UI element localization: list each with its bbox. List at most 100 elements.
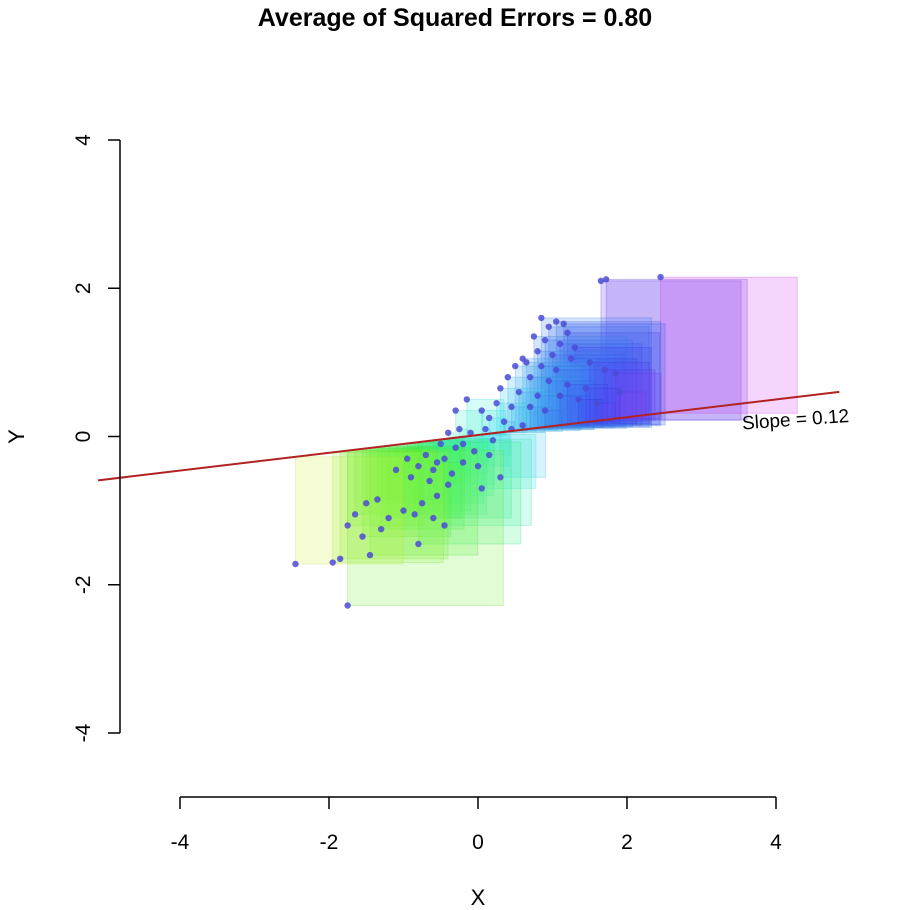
x-tick-label-0: -4 xyxy=(171,831,190,854)
axes: -4 -2 0 2 4 -4 -2 0 2 4 xyxy=(72,134,782,854)
data-point-17 xyxy=(512,362,519,370)
regression-line xyxy=(97,390,840,482)
squared-error-box-24 xyxy=(529,376,583,430)
squared-error-box-18 xyxy=(540,365,604,428)
data-point-59 xyxy=(478,485,485,492)
data-point-27 xyxy=(582,385,590,392)
squared-error-box-21 xyxy=(604,369,656,421)
data-point-44 xyxy=(519,422,526,429)
data-point-45 xyxy=(456,425,463,433)
x-tick-label-1: -2 xyxy=(320,831,339,854)
data-point-47 xyxy=(467,429,474,436)
data-point-41 xyxy=(478,407,485,414)
data-point-20 xyxy=(586,359,593,366)
data-point-77 xyxy=(351,511,359,518)
y-tick-label-3: 2 xyxy=(72,282,95,294)
data-point-33 xyxy=(493,399,500,407)
squared-error-box-23 xyxy=(507,376,563,432)
data-point-75 xyxy=(363,500,370,507)
data-point-24 xyxy=(526,374,534,381)
data-point-52 xyxy=(471,448,478,455)
data-point-61 xyxy=(415,462,422,470)
squared-error-box-0 xyxy=(600,280,742,421)
data-point-26 xyxy=(564,381,571,388)
data-point-80 xyxy=(359,533,366,540)
squared-error-box-26 xyxy=(566,384,608,425)
squared-error-box-27 xyxy=(585,387,621,423)
data-point-69 xyxy=(418,500,426,507)
squared-error-box-3 xyxy=(540,317,652,428)
squared-error-box-37 xyxy=(596,402,616,422)
data-point-73 xyxy=(441,522,448,529)
data-point-85 xyxy=(292,560,299,568)
squared-error-box-17 xyxy=(514,365,581,432)
data-point-30 xyxy=(534,392,541,399)
y-tick-label-4: 4 xyxy=(72,134,95,146)
data-point-14 xyxy=(567,355,575,362)
data-point-79 xyxy=(344,522,351,529)
data-point-71 xyxy=(411,511,418,518)
data-point-60 xyxy=(404,455,411,462)
squared-error-box-84 xyxy=(332,451,444,564)
data-point-78 xyxy=(377,525,385,533)
data-point-42 xyxy=(485,414,493,422)
squared-error-box-22 xyxy=(615,372,662,420)
data-point-67 xyxy=(445,481,452,488)
data-points xyxy=(292,273,664,609)
squared-error-box-12 xyxy=(537,350,616,429)
data-point-10 xyxy=(556,340,564,348)
x-tick-label-3: 2 xyxy=(621,831,633,854)
squared-error-box-74 xyxy=(376,446,431,501)
squared-error-box-7 xyxy=(566,332,660,425)
squared-error-box-4 xyxy=(555,321,662,427)
data-point-37 xyxy=(594,399,601,407)
data-point-22 xyxy=(612,370,620,377)
data-point-32 xyxy=(575,396,582,403)
data-point-40 xyxy=(452,407,459,414)
squared-error-box-78 xyxy=(380,446,465,530)
data-point-6 xyxy=(545,323,552,330)
data-point-4 xyxy=(553,318,560,325)
data-point-2 xyxy=(657,273,664,281)
data-point-8 xyxy=(530,333,538,340)
data-point-81 xyxy=(415,540,422,548)
squared-error-box-6 xyxy=(548,326,650,428)
x-tick-label-2: 0 xyxy=(472,831,484,854)
squared-error-box-86 xyxy=(347,450,504,607)
data-point-38 xyxy=(616,388,623,396)
data-point-76 xyxy=(385,514,392,522)
data-point-35 xyxy=(526,403,534,411)
data-point-84 xyxy=(329,559,336,566)
squared-error-box-38 xyxy=(619,391,647,419)
data-point-62 xyxy=(430,466,437,474)
squared-error-box-31 xyxy=(559,395,591,426)
data-point-68 xyxy=(433,492,441,499)
data-point-66 xyxy=(426,477,433,485)
data-point-55 xyxy=(441,455,448,462)
squared-error-box-59 xyxy=(481,434,537,489)
data-point-12 xyxy=(534,348,541,355)
data-point-29 xyxy=(515,388,523,396)
data-point-7 xyxy=(564,329,571,336)
data-point-1 xyxy=(602,276,610,283)
x-tick-label-4: 4 xyxy=(770,831,782,854)
data-point-16 xyxy=(523,359,530,366)
chart-title: Average of Squared Errors = 0.80 xyxy=(257,4,653,32)
squared-error-box-79 xyxy=(347,450,424,526)
data-point-48 xyxy=(482,425,489,433)
squared-error-box-58 xyxy=(499,431,546,478)
data-point-57 xyxy=(474,462,482,470)
data-point-3 xyxy=(538,314,545,322)
data-point-87 xyxy=(433,459,441,466)
data-point-43 xyxy=(500,418,508,425)
data-point-83 xyxy=(336,555,344,563)
data-point-39 xyxy=(463,396,471,403)
data-point-5 xyxy=(560,320,567,328)
data-point-56 xyxy=(459,459,467,466)
y-tick-label-0: -4 xyxy=(72,723,95,742)
squared-error-box-19 xyxy=(555,369,613,427)
y-axis-title: Y xyxy=(4,429,29,444)
y-tick-label-2: 0 xyxy=(72,431,95,443)
data-point-72 xyxy=(430,514,437,522)
